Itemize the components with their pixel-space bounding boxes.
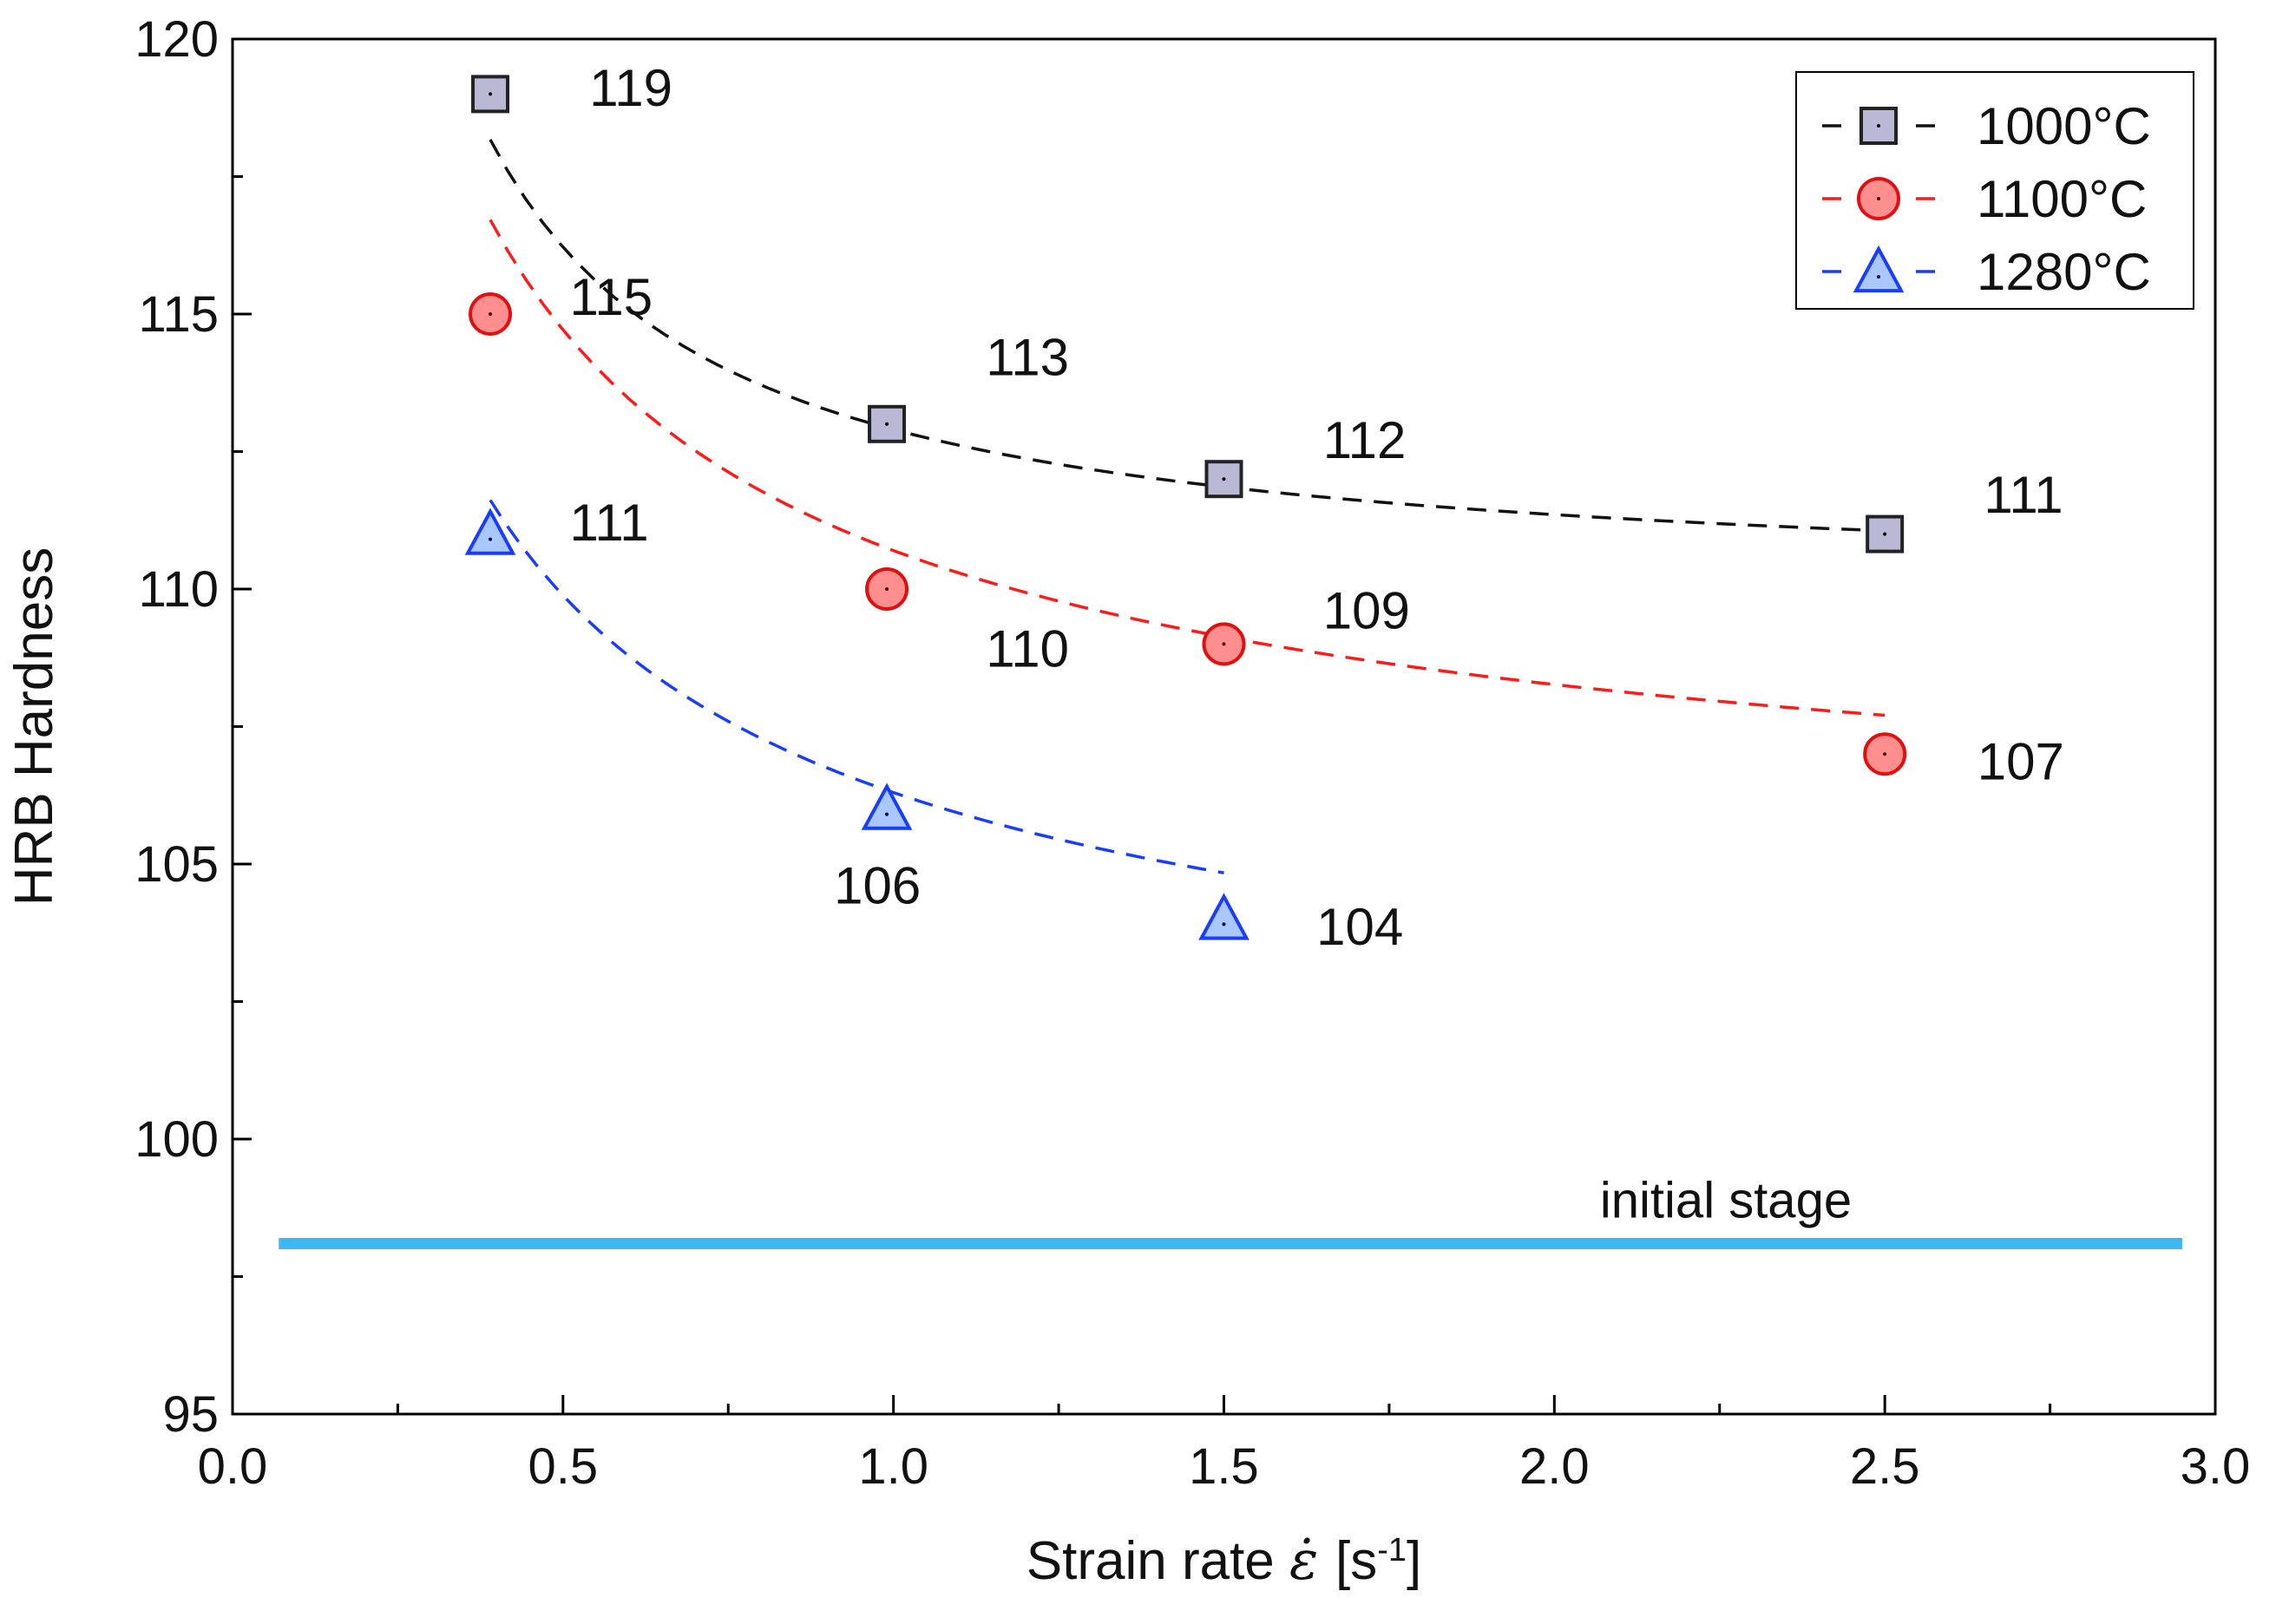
data-point-square-dot bbox=[885, 422, 889, 426]
fit-curve-1100 bbox=[489, 219, 1886, 717]
x-axis-title: Strain rate ε̇ [s-1] bbox=[1026, 1529, 1422, 1592]
data-point-circle-dot bbox=[489, 312, 493, 316]
y-axis-title: HRB Hardness bbox=[4, 547, 64, 906]
data-label: 119 bbox=[589, 59, 672, 117]
data-point-circle-dot bbox=[1222, 642, 1226, 646]
legend-marker-square-dot bbox=[1877, 124, 1880, 128]
reference-layer: initial stage bbox=[279, 1172, 2182, 1249]
x-tick-label: 2.5 bbox=[1850, 1438, 1920, 1495]
data-label: 104 bbox=[1316, 898, 1403, 956]
fit-curve-layer bbox=[489, 139, 1886, 874]
y-tick-label: 95 bbox=[162, 1386, 219, 1443]
x-tick-label: 0.0 bbox=[198, 1438, 268, 1495]
data-label: 111 bbox=[569, 494, 648, 552]
x-tick-label: 3.0 bbox=[2181, 1438, 2251, 1495]
data-point-triangle bbox=[861, 783, 913, 830]
data-label: 110 bbox=[986, 620, 1069, 678]
y-tick-label: 120 bbox=[134, 11, 219, 68]
data-point-square-dot bbox=[1883, 532, 1887, 536]
x-axis-title-unit: [s bbox=[1335, 1531, 1377, 1591]
x-tick-label: 2.0 bbox=[1519, 1438, 1590, 1495]
data-point-triangle bbox=[1198, 893, 1250, 940]
data-point-triangle-dot bbox=[489, 537, 493, 541]
data-point-triangle-dot bbox=[885, 812, 889, 816]
data-point-triangle bbox=[464, 508, 516, 555]
legend-marker-triangle-dot bbox=[1877, 275, 1880, 278]
x-axis-title-exponent: -1 bbox=[1377, 1532, 1407, 1568]
axis-layer: 0.0 0.5 1.0 1.5 2.0 2.5 3.0 95 100 105 110 115 120 HR… bbox=[4, 11, 2250, 1592]
y-tick-label: 115 bbox=[139, 286, 219, 343]
y-tick-label: 110 bbox=[139, 561, 219, 618]
x-axis-title-text: Strain rate bbox=[1026, 1531, 1289, 1591]
data-label: 113 bbox=[986, 329, 1069, 387]
x-tick-label: 1.0 bbox=[858, 1438, 928, 1495]
data-label: 111 bbox=[1984, 466, 2063, 524]
data-point-circle-dot bbox=[885, 587, 889, 591]
legend-marker-circle-dot bbox=[1877, 197, 1880, 200]
data-label: 112 bbox=[1323, 411, 1407, 469]
fit-curve-1280 bbox=[489, 499, 1224, 874]
y-tick-label: 100 bbox=[134, 1111, 219, 1168]
legend-marker-triangle bbox=[1853, 245, 1905, 293]
fit-curve-1000 bbox=[489, 139, 1886, 533]
marker-layer bbox=[464, 75, 1907, 940]
data-label-layer: 119 113 112 111 115 110 109 107 111 106 104 bbox=[569, 59, 2063, 956]
y-tick-label: 105 bbox=[134, 836, 219, 893]
reference-line-label: initial stage bbox=[1600, 1172, 1852, 1228]
data-label: 115 bbox=[569, 268, 653, 326]
legend-entry-label: 1000°C bbox=[1977, 97, 2151, 155]
x-axis-title-unit-close: ] bbox=[1407, 1531, 1421, 1591]
legend-entry-label: 1100°C bbox=[1977, 170, 2147, 228]
data-point-triangle-dot bbox=[1222, 922, 1226, 927]
legend: 1000°C 1100°C 1280°C bbox=[1795, 71, 2194, 310]
legend-entry-label: 1280°C bbox=[1977, 243, 2151, 301]
data-point-circle-dot bbox=[1883, 752, 1887, 756]
x-tick-label: 0.5 bbox=[528, 1438, 599, 1495]
x-tick-label: 1.5 bbox=[1189, 1438, 1259, 1495]
data-point-square-dot bbox=[489, 92, 493, 96]
data-label: 109 bbox=[1323, 581, 1410, 639]
data-label: 107 bbox=[1978, 733, 2064, 791]
data-point-square-dot bbox=[1222, 477, 1226, 481]
data-label: 106 bbox=[834, 856, 921, 914]
x-axis-title-symbol: ε̇ bbox=[1289, 1529, 1335, 1592]
